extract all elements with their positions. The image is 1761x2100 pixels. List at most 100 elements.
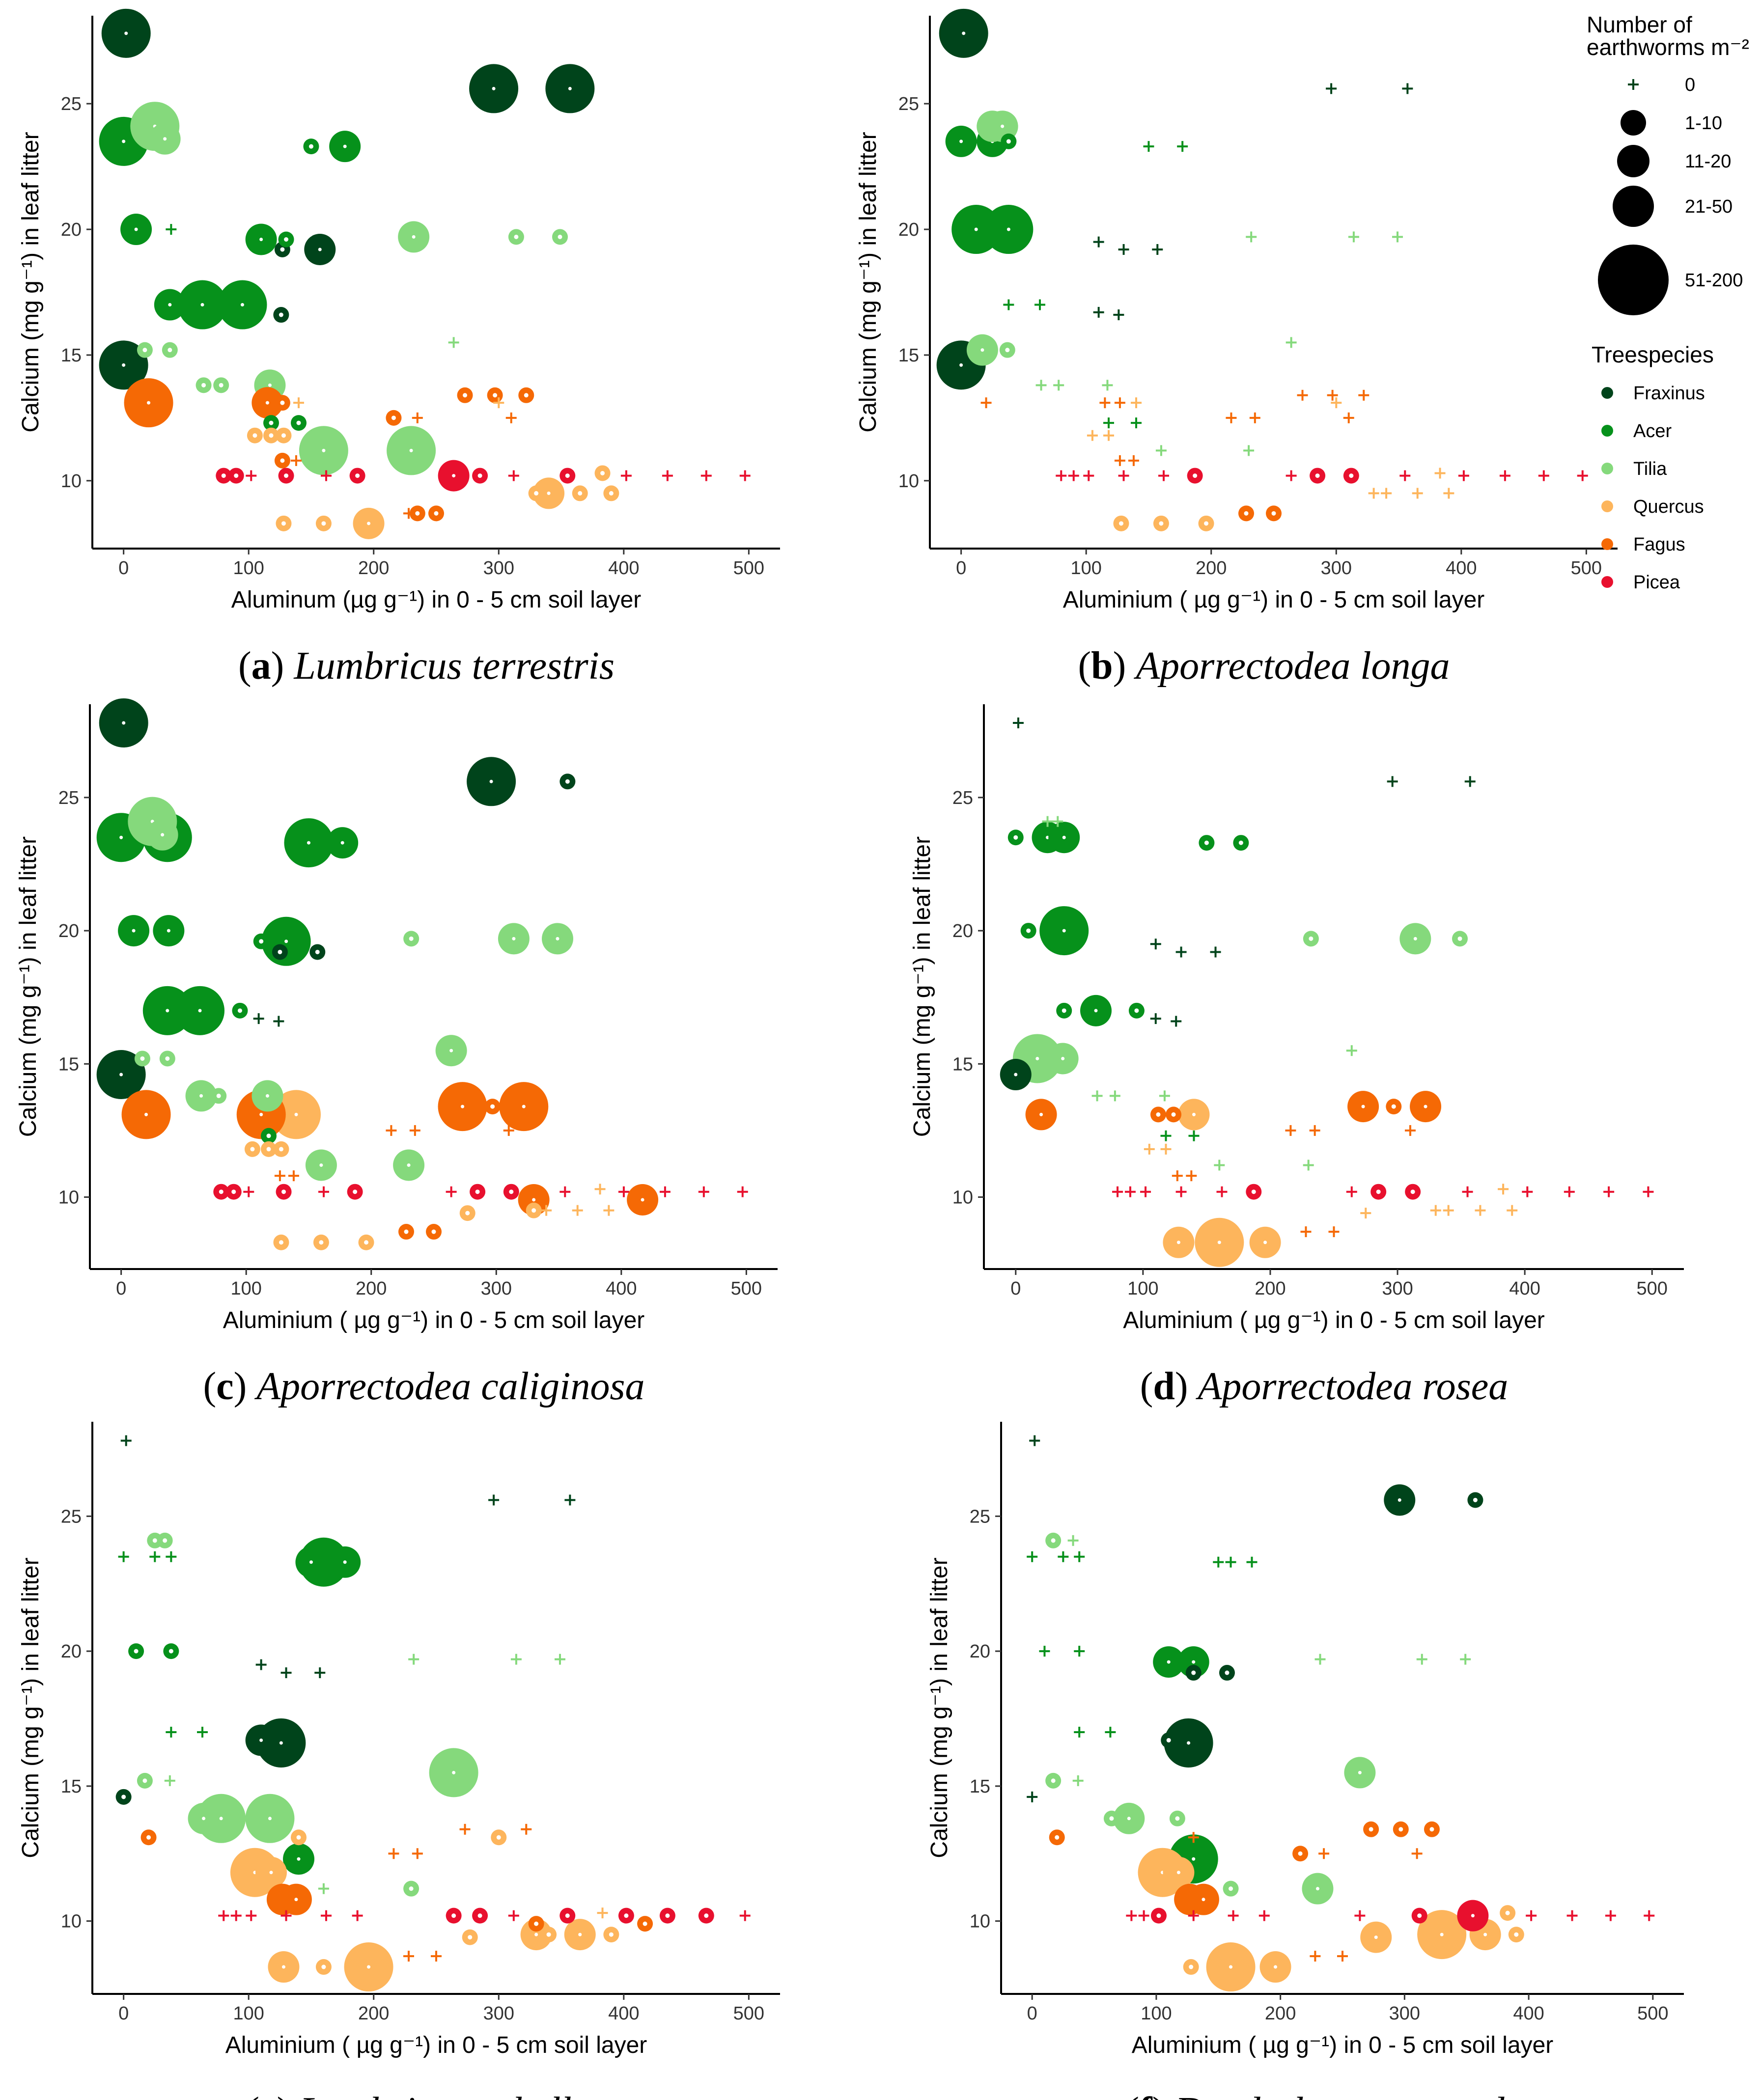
- panel-e: 0 100 200 300 400 500 10 15 20 25 Aluminium ( µg g…: [18, 1422, 780, 2100]
- point-picea-187-10.2: [1187, 468, 1203, 484]
- point-quercus-160-8.3: [315, 515, 332, 531]
- point-tilia-264-15.5: [435, 1035, 467, 1067]
- point-quercus-330-9.5: [526, 1202, 542, 1218]
- point-tilia-314-19.7: [508, 229, 524, 245]
- point-quercus-390-9.5: [1507, 1205, 1518, 1216]
- point-quercus-140-13.1: [272, 1090, 321, 1139]
- panel-f-caption: (f) Dendrobaena octaedra: [1126, 2090, 1539, 2100]
- point-tilia-230-11.2: [403, 1880, 419, 1897]
- point-acer-140-12.3: [283, 1843, 314, 1875]
- point-picea-466-10.2: [1605, 1910, 1616, 1921]
- point-picea-497-10.2: [739, 470, 751, 481]
- point-tilia-33-23.6: [149, 123, 181, 155]
- point-acer-177-23.3: [329, 131, 361, 163]
- panel-a-y-tick-label: 20: [61, 220, 82, 240]
- panel-b-x-tick-label: 300: [1321, 558, 1352, 579]
- point-tilia-264-15.5: [429, 1748, 478, 1797]
- point-fraxinus-296-25.6: [1384, 1484, 1416, 1516]
- point-tilia-232-19.7: [403, 931, 419, 947]
- point-tilia-349-19.7: [542, 923, 573, 955]
- point-fagus-250-8.7: [431, 1951, 442, 1962]
- panel-a-caption: (a) Lumbricus terrestris: [238, 644, 615, 688]
- point-picea-435-10.2: [1566, 1910, 1578, 1921]
- point-quercus-365-9.5: [564, 1919, 596, 1951]
- point-fagus-273-13.4: [1363, 1821, 1379, 1837]
- point-quercus-128-8.3: [268, 1951, 300, 1983]
- point-fagus-250-8.7: [1328, 1226, 1340, 1238]
- point-quercus-118-11.8: [1163, 1856, 1195, 1888]
- point-quercus-277-9.4: [1360, 1921, 1392, 1953]
- panel-d-y-tick-label: 25: [952, 788, 973, 808]
- point-picea-285-10.2: [1310, 468, 1326, 484]
- panel-c-x-tick-label: 200: [356, 1278, 387, 1299]
- point-fagus-112-13.1: [1150, 1106, 1166, 1123]
- point-tilia-37-15.2: [1047, 1043, 1079, 1075]
- point-acer-150-23.3: [1199, 835, 1215, 851]
- point-tilia-160-11.2: [1155, 445, 1167, 456]
- panel-f-y-axis-title: Calcium (mg g⁻¹) in leaf litter: [926, 1557, 952, 1858]
- point-fraxinus-0-14.6: [1027, 1791, 1038, 1802]
- panel-f: 0 100 200 300 400 500 10 15 20 25 Aluminium ( µg g…: [926, 1422, 1684, 2100]
- panel-e-y-tick-label: 20: [61, 1641, 82, 1662]
- point-acer-140-12.3: [1188, 1130, 1200, 1141]
- point-fraxinus-130-19.2: [280, 1667, 292, 1679]
- panel-d-x-tick-label: 300: [1382, 1278, 1413, 1299]
- point-fagus-127-10.8: [1114, 455, 1125, 466]
- point-tilia-264-15.5: [1286, 337, 1297, 348]
- point-picea-402-10.2: [618, 1186, 629, 1197]
- point-acer-63-17: [1080, 995, 1112, 1026]
- point-fagus-138-10.8: [290, 455, 302, 466]
- point-fraxinus-110-16.7: [1161, 1732, 1177, 1748]
- point-fraxinus-157-19.2: [1210, 946, 1221, 958]
- point-fagus-130-13.1: [1188, 1832, 1199, 1843]
- point-fraxinus-2-27.8: [120, 1435, 132, 1446]
- legend-size-label: 51-200: [1685, 270, 1743, 291]
- point-quercus-340-9.5: [1381, 488, 1392, 499]
- point-quercus-118-11.8: [263, 427, 279, 443]
- panel-e-x-tick-label: 300: [483, 2003, 514, 2024]
- panel-c-x-tick-label: 500: [731, 1278, 762, 1299]
- legend-species-swatch-tilia: [1601, 463, 1613, 474]
- point-picea-264-10.2: [1354, 1910, 1366, 1921]
- point-tilia-117-13.8: [1102, 380, 1113, 391]
- panel-c-x-tick-label: 400: [606, 1278, 637, 1299]
- point-acer-177-23.3: [1177, 141, 1188, 152]
- legend-size-swatch-21-50: [1613, 186, 1654, 227]
- point-acer-38-23.5: [1001, 133, 1017, 149]
- panel-d-x-tick-label: 500: [1637, 1278, 1668, 1299]
- point-quercus-128-11.8: [276, 427, 292, 443]
- point-fraxinus-296-25.6: [467, 757, 516, 806]
- point-quercus-275-9.4: [1360, 1208, 1371, 1219]
- point-picea-285-10.2: [472, 1907, 488, 1924]
- panel-d-y-tick-label: 15: [952, 1054, 973, 1075]
- panel-c-y-tick-label: 15: [58, 1054, 79, 1075]
- point-fraxinus-157-19.2: [314, 1667, 326, 1679]
- legend-species-swatch-fraxinus: [1601, 387, 1613, 399]
- point-quercus-128-8.3: [1163, 1226, 1195, 1258]
- point-fagus-138-10.8: [1187, 1883, 1219, 1915]
- point-tilia-160-11.2: [318, 1883, 329, 1894]
- panel-c-y-axis-title: Calcium (mg g⁻¹) in leaf litter: [15, 836, 41, 1137]
- point-fraxinus-296-25.6: [469, 64, 519, 113]
- point-acer-37-17: [154, 289, 186, 321]
- legend-species-swatch-acer: [1601, 425, 1613, 437]
- point-tilia-349-19.7: [555, 1654, 565, 1665]
- point-picea-497-10.2: [739, 1910, 751, 1921]
- panel-b-x-tick-label: 0: [956, 558, 966, 579]
- panel-f-points: [1027, 1435, 1655, 1992]
- panel-f-y-tick-label: 20: [970, 1641, 990, 1662]
- point-tilia-232-19.7: [408, 1654, 419, 1665]
- point-picea-187-10.2: [347, 1184, 363, 1200]
- point-acer-38-17: [166, 1726, 177, 1738]
- panel-b-caption: (b) Aporrectodea longa: [1078, 644, 1450, 688]
- panel-b-x-tick-label: 100: [1070, 558, 1101, 579]
- point-fagus-235-12.5: [412, 1848, 423, 1859]
- point-quercus-160-8.3: [1206, 1942, 1256, 1992]
- point-quercus-365-9.5: [572, 1205, 583, 1216]
- point-fagus-20-13.1: [124, 378, 173, 428]
- point-picea-497-10.2: [1577, 470, 1588, 481]
- point-quercus-140-13.1: [1131, 397, 1142, 409]
- point-acer-10-20: [1020, 923, 1036, 939]
- panel-a-x-tick-label: 0: [118, 558, 129, 579]
- point-quercus-277-9.4: [462, 1929, 478, 1945]
